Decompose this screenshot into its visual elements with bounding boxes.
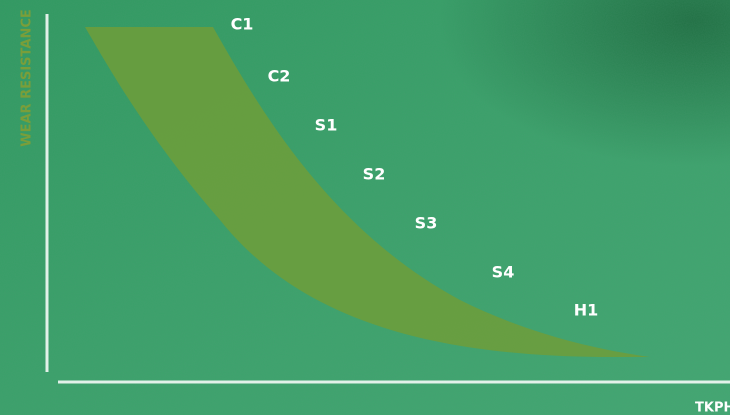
- y-axis-label: WEAR RESISTANCE: [20, 9, 35, 147]
- x-axis-label: TKPH: [695, 401, 730, 415]
- grade-label: S4: [492, 263, 515, 282]
- grade-label: C2: [268, 67, 291, 86]
- grade-label: S1: [315, 116, 338, 135]
- grade-label: C1: [231, 15, 254, 34]
- grade-label: S2: [363, 165, 386, 184]
- grade-label: H1: [574, 301, 599, 320]
- performance-band: [85, 27, 650, 357]
- grade-label: S3: [415, 214, 438, 233]
